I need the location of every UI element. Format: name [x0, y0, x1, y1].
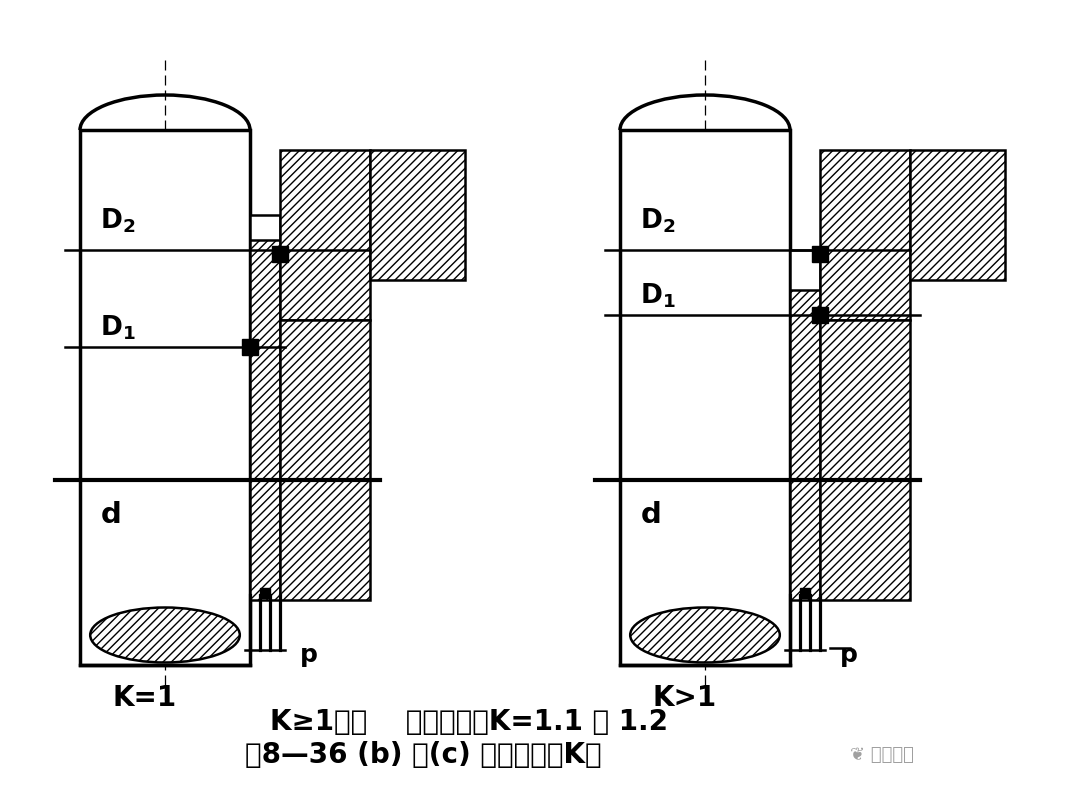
Text: $\mathbf{d}$: $\mathbf{d}$ — [100, 501, 120, 529]
Text: K>1: K>1 — [653, 684, 717, 712]
Text: $\mathbf{D_2}$: $\mathbf{D_2}$ — [100, 207, 135, 235]
Text: $\mathbf{D_2}$: $\mathbf{D_2}$ — [640, 207, 675, 235]
Bar — [80, 130, 249, 665]
Bar — [812, 307, 828, 323]
Bar — [820, 150, 910, 320]
Text: K=1: K=1 — [113, 684, 177, 712]
Text: p: p — [840, 643, 858, 667]
Bar — [249, 215, 280, 270]
Text: $\mathbf{D_1}$: $\mathbf{D_1}$ — [640, 282, 676, 310]
Text: 图8—36 (b) 、(c) 机械密封的K値: 图8—36 (b) 、(c) 机械密封的K値 — [245, 741, 602, 769]
Bar — [789, 250, 820, 320]
Ellipse shape — [91, 608, 240, 663]
Bar — [910, 150, 1005, 280]
Bar — [242, 339, 258, 355]
Bar — [800, 588, 810, 598]
Bar — [280, 150, 370, 320]
Bar — [249, 240, 280, 600]
Bar — [620, 130, 789, 665]
Ellipse shape — [631, 608, 780, 663]
Bar — [272, 246, 288, 262]
Bar — [820, 320, 910, 600]
Text: p: p — [300, 643, 318, 667]
Text: $\mathbf{d}$: $\mathbf{d}$ — [640, 501, 660, 529]
Bar — [812, 246, 828, 262]
Text: K≥1时：    非平衡型。K=1.1 ～ 1.2: K≥1时： 非平衡型。K=1.1 ～ 1.2 — [270, 708, 669, 736]
Text: ❦ 化工交流: ❦ 化工交流 — [850, 746, 914, 764]
Bar — [260, 588, 270, 598]
Bar — [280, 320, 370, 600]
Text: $\mathbf{D_1}$: $\mathbf{D_1}$ — [100, 313, 136, 342]
Bar — [789, 290, 820, 600]
Bar — [370, 150, 465, 280]
